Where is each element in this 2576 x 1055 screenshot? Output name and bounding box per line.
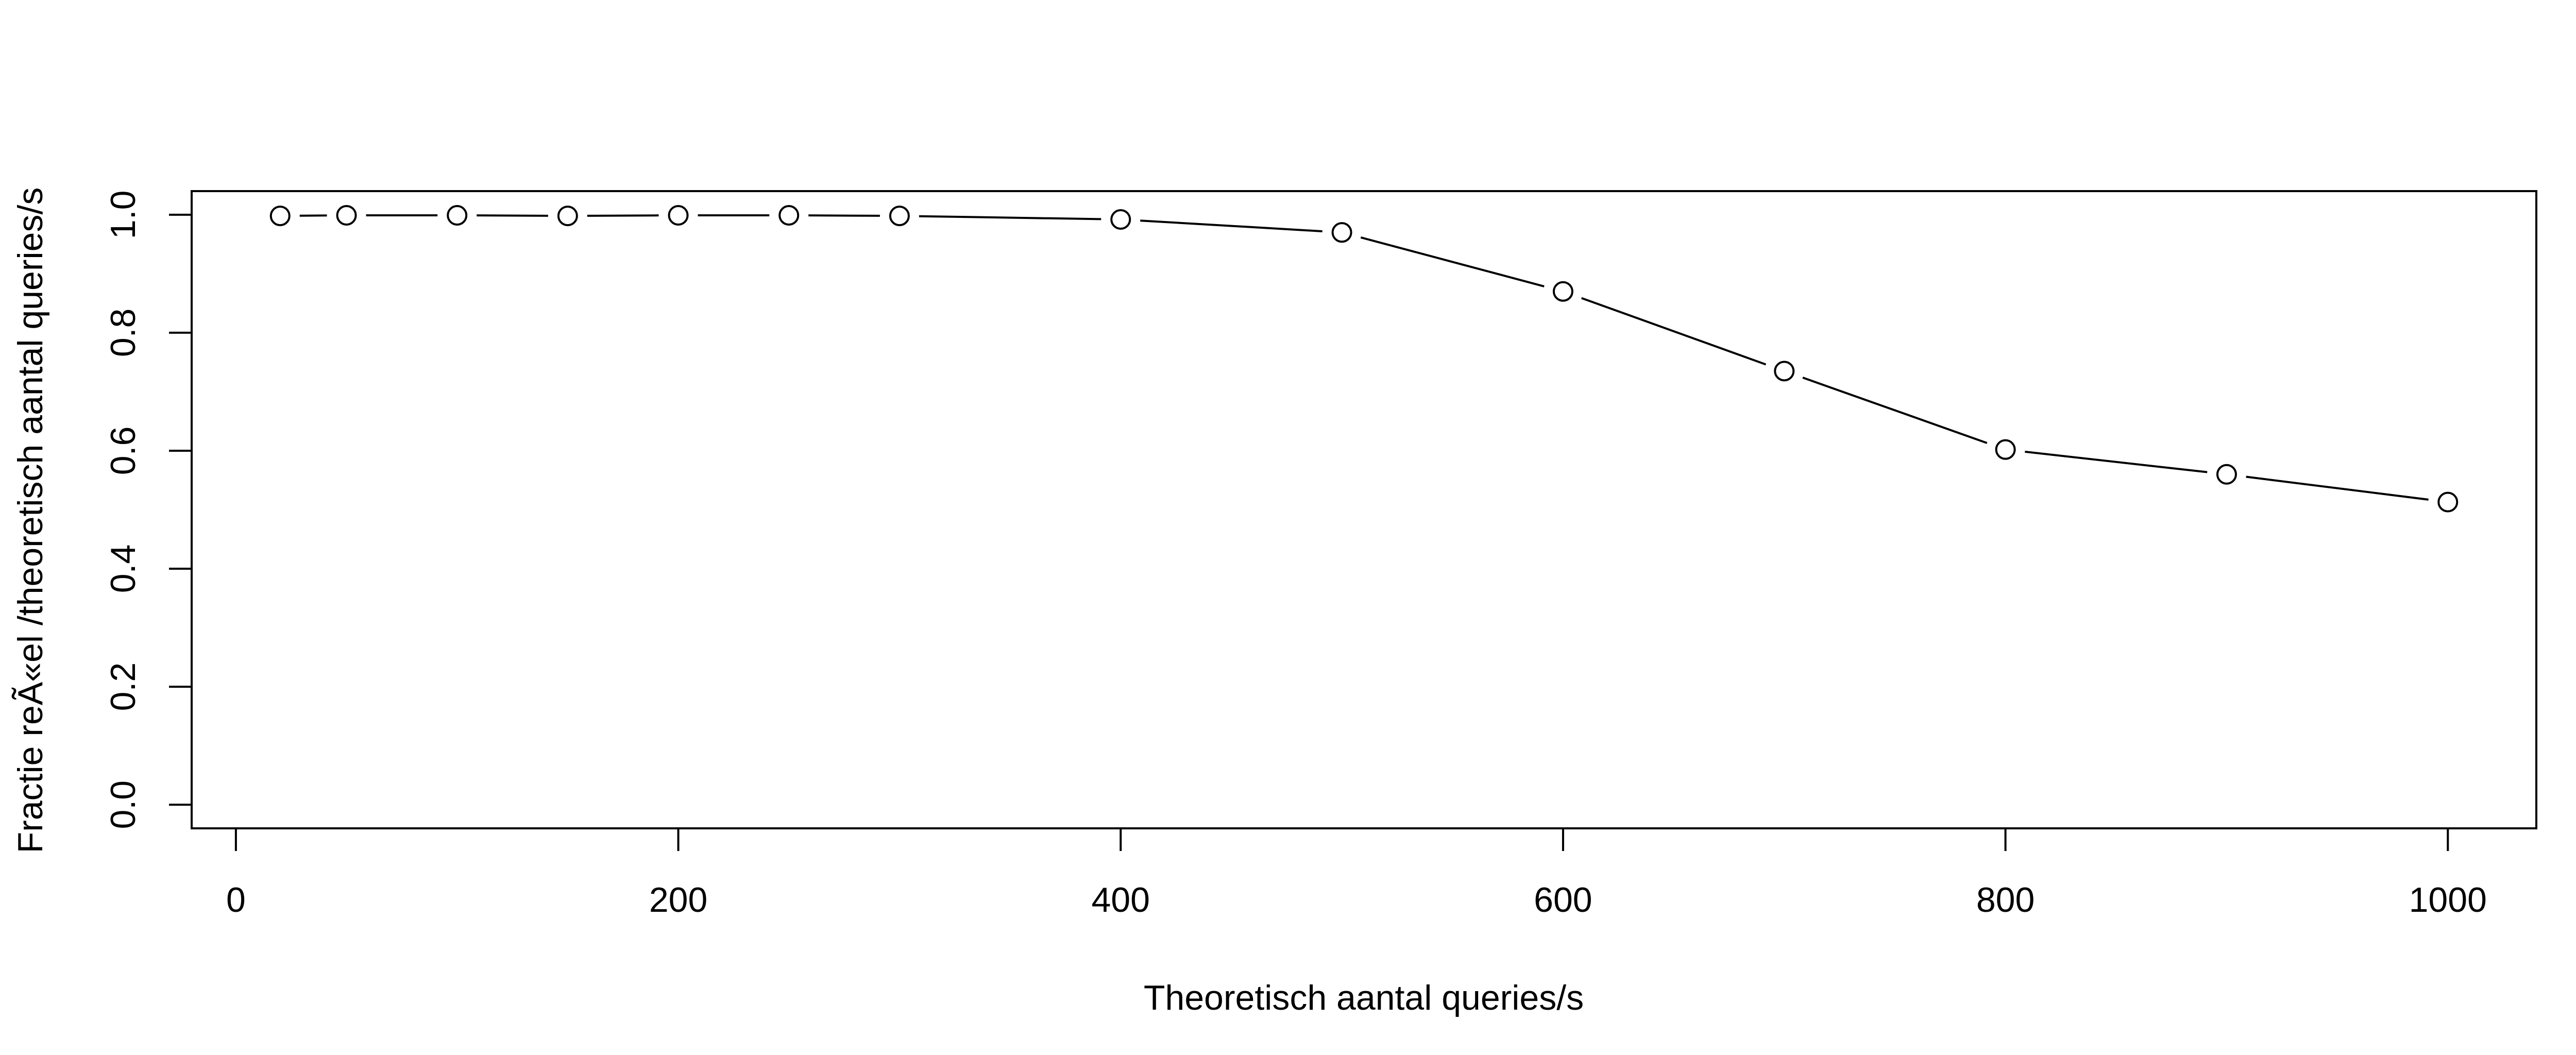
series-line-segment [1802, 377, 1988, 444]
data-point [1331, 222, 1352, 243]
data-point [778, 205, 800, 226]
series-line-segment [2025, 450, 2208, 473]
series-line-segment [1140, 219, 1323, 232]
x-tick-label: 600 [1534, 880, 1592, 920]
series-line-segment [1360, 236, 1545, 287]
y-tick-label: 0.8 [104, 309, 143, 358]
data-point [336, 205, 357, 226]
data-point [2216, 464, 2237, 485]
x-tick-label: 1000 [2409, 880, 2487, 920]
series-line-segment [2246, 475, 2429, 501]
series-line-segment [919, 215, 1101, 220]
y-tick-label: 0.2 [104, 662, 143, 711]
x-tick-label: 0 [226, 880, 246, 920]
data-point [889, 206, 910, 227]
y-tick-label: 0.4 [104, 544, 143, 593]
x-axis: 0 200 400 600 800 1000 [226, 827, 2487, 920]
data-point [557, 206, 578, 227]
data-point [447, 205, 468, 226]
x-tick-label: 400 [1091, 880, 1149, 920]
data-point [1995, 439, 2016, 460]
series-line-segment [1581, 297, 1767, 366]
y-tick-label: 1.0 [104, 191, 143, 240]
x-tick-label: 800 [1976, 880, 2035, 920]
x-axis-title: Theoretisch aantal queries/s [1144, 978, 1584, 1017]
data-point [1110, 209, 1131, 230]
data-point [668, 205, 689, 226]
data-point [2437, 491, 2459, 513]
x-tick-label: 200 [649, 880, 707, 920]
y-axis-title: Fractie reÃ«el /theoretisch aantal queri… [11, 188, 50, 854]
y-tick-label: 0.6 [104, 427, 143, 475]
data-series [269, 205, 2459, 513]
series-line-segment [808, 214, 880, 217]
y-tick-label: 0.0 [104, 780, 143, 829]
data-point [1774, 361, 1795, 382]
y-axis: 0.0 0.2 0.4 0.6 0.8 1.0 [104, 191, 193, 829]
data-point [269, 206, 291, 227]
series-line-segment [587, 214, 659, 217]
data-point [1552, 281, 1573, 302]
series-line-segment [477, 214, 548, 217]
